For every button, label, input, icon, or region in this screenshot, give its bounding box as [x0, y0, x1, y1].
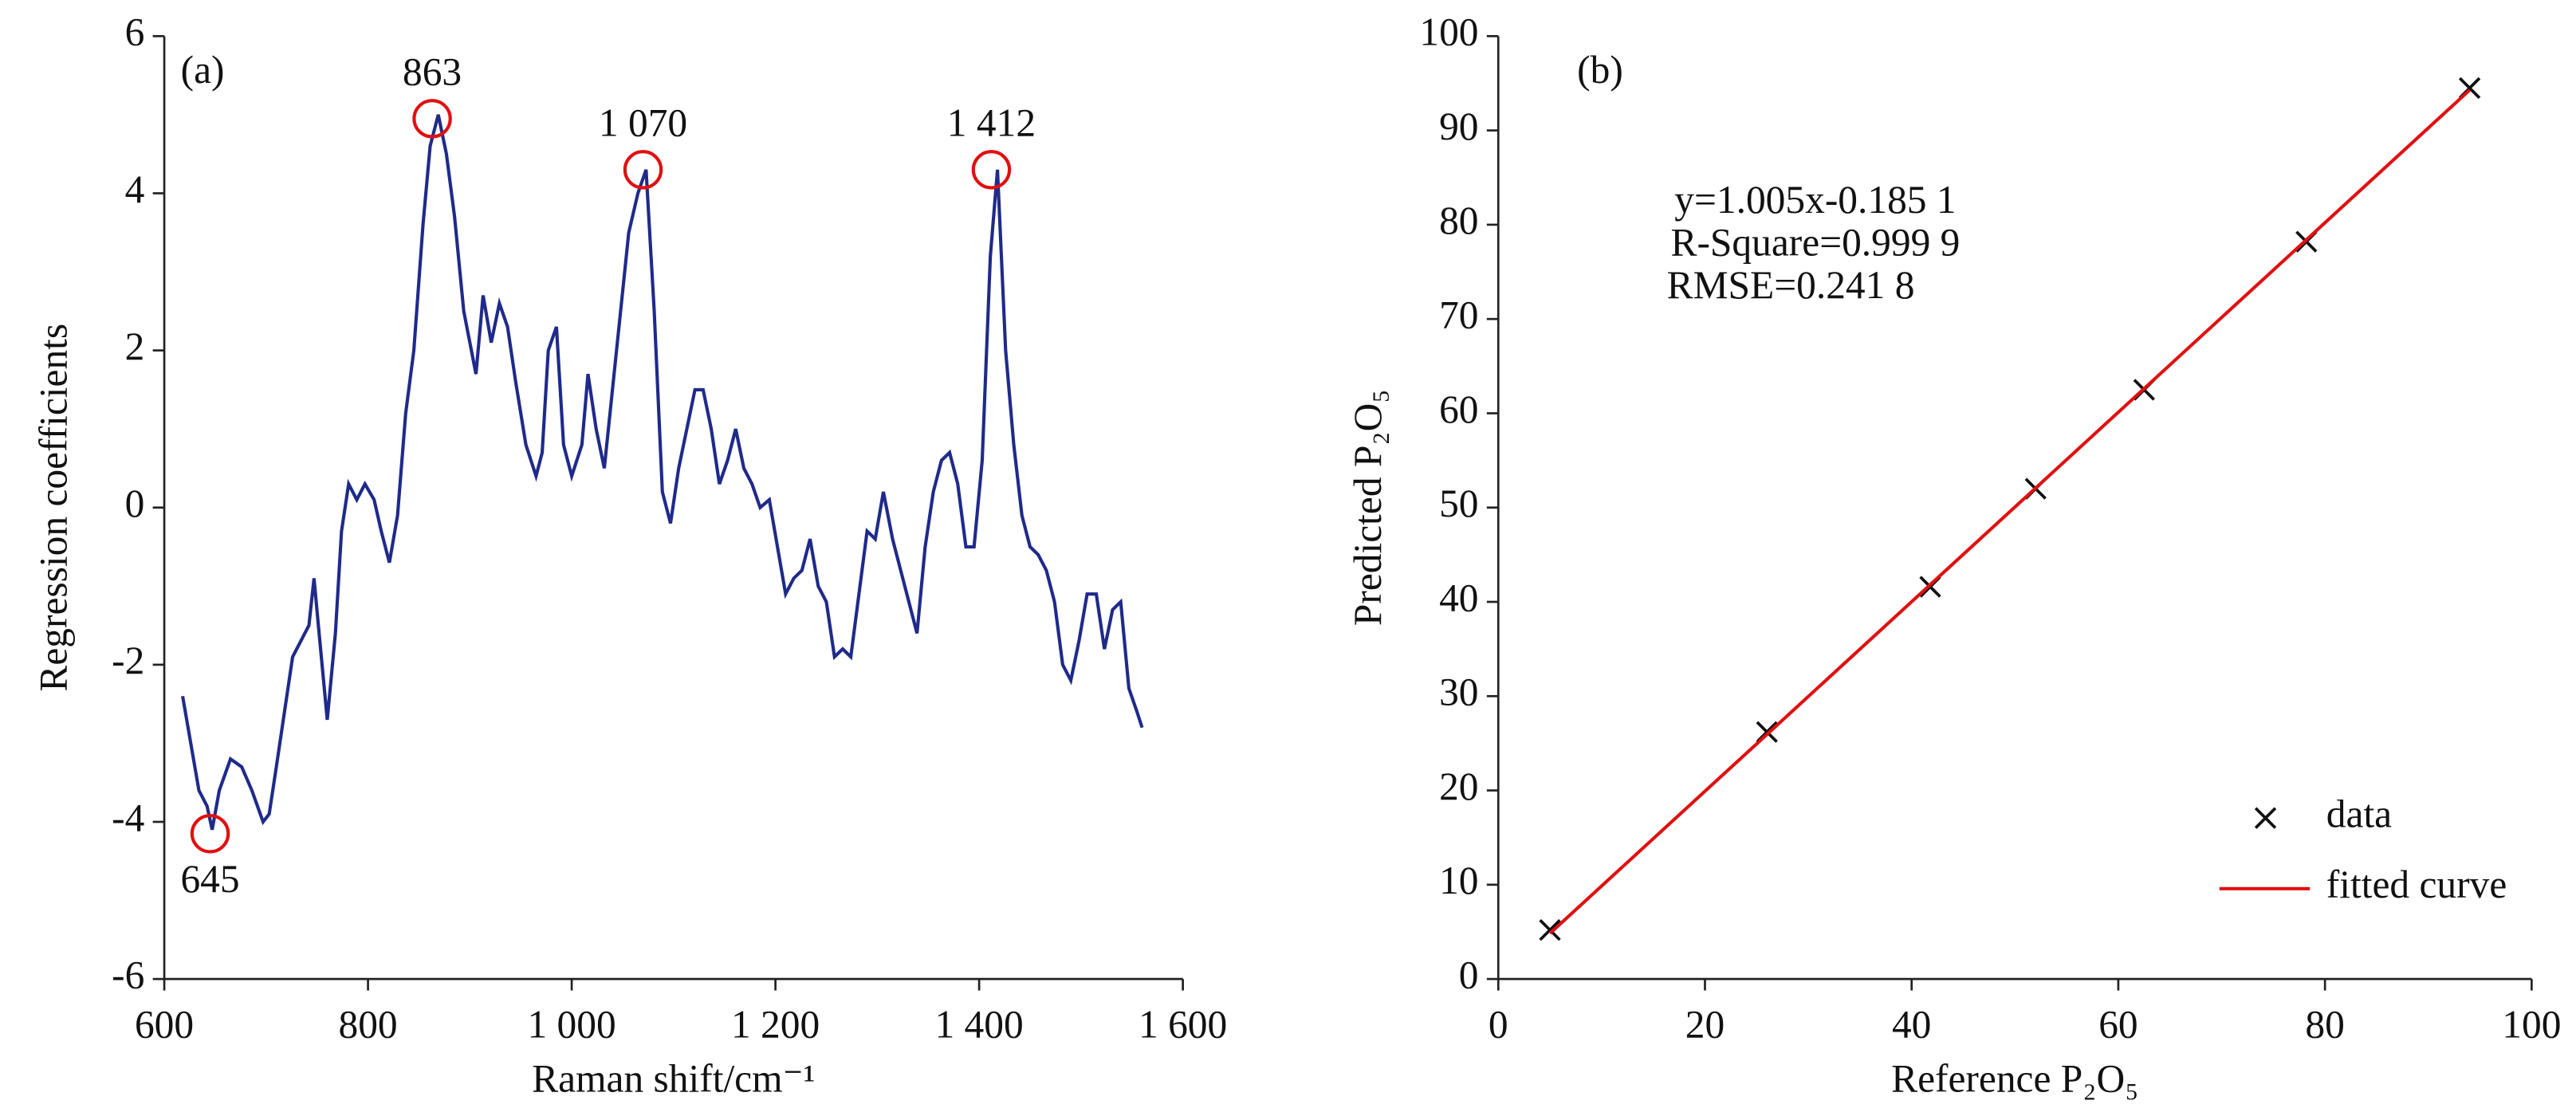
y-tick-label: 4 [125, 167, 145, 211]
y-axis-title: Regression coefficients [31, 324, 75, 692]
peak-label: 1 412 [947, 101, 1036, 145]
peak-label: 863 [403, 50, 462, 94]
x-tick-label: 40 [1892, 1002, 1931, 1046]
y-tick-label: 20 [1439, 764, 1478, 808]
peak-circle [412, 99, 452, 139]
y-tick-label: 2 [125, 324, 145, 368]
x-tick-label: 1 200 [731, 1002, 820, 1046]
x-axis-title: Raman shift/cm⁻¹ [532, 1056, 815, 1100]
x-tick-label: 1 400 [934, 1002, 1023, 1046]
y-tick-label: 40 [1439, 576, 1478, 619]
y-tick-label: -4 [112, 796, 144, 839]
y-tick-label: -6 [112, 953, 144, 996]
data-line [1548, 88, 2471, 935]
y-tick-label: 70 [1439, 293, 1478, 337]
y-tick-label: 50 [1439, 481, 1478, 525]
y-tick-label: 10 [1439, 859, 1478, 902]
x-axis-title: Reference P₂O₅ [1891, 1056, 2138, 1100]
legend-marker [2254, 807, 2277, 829]
panel-label: (a) [181, 48, 225, 92]
y-tick-label: 60 [1439, 387, 1478, 431]
legend-label: fitted curve [2326, 863, 2507, 906]
peak-circle [190, 814, 230, 854]
x-tick-label: 1 000 [527, 1002, 615, 1046]
fit-annotation: RMSE=0.241 8 [1667, 263, 1915, 307]
x-tick-label: 60 [2098, 1002, 2137, 1046]
y-tick-label: 30 [1439, 670, 1478, 714]
x-tick-label: 1 600 [1139, 1002, 1227, 1046]
y-tick-label: 6 [125, 10, 145, 54]
peak-label: 645 [180, 857, 239, 901]
y-axis-title: Predicted P₂O₅ [1346, 389, 1390, 626]
y-tick-label: 90 [1439, 104, 1478, 148]
fit-annotation: R-Square=0.999 9 [1670, 220, 1960, 264]
x-tick-label: 100 [2502, 1002, 2561, 1046]
peak-label: 1 070 [599, 101, 687, 145]
data-point [1539, 918, 1561, 941]
y-tick-label: 0 [1459, 953, 1479, 996]
x-tick-label: 600 [135, 1002, 194, 1046]
x-tick-label: 0 [1489, 1002, 1508, 1046]
fit-annotation: y=1.005x-0.185 1 [1674, 178, 1956, 222]
y-tick-label: 0 [125, 481, 145, 525]
y-tick-label: 80 [1439, 198, 1478, 242]
peak-circle [971, 150, 1012, 190]
x-tick-label: 80 [2305, 1002, 2344, 1046]
legend-label: data [2326, 792, 2392, 836]
x-tick-label: 20 [1685, 1002, 1725, 1046]
y-tick-label: -2 [112, 639, 144, 682]
panel-label: (b) [1577, 48, 1623, 92]
data-line [181, 114, 1144, 831]
peak-circle [623, 150, 663, 190]
x-tick-label: 800 [338, 1002, 397, 1046]
y-tick-label: 100 [1419, 10, 1478, 54]
